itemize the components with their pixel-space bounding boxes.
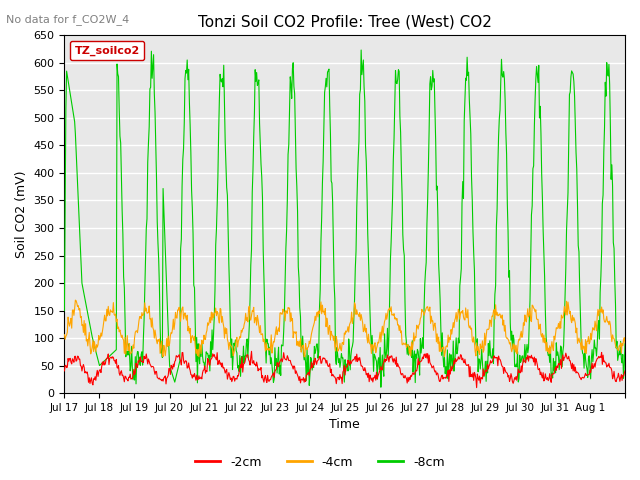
- Y-axis label: Soil CO2 (mV): Soil CO2 (mV): [15, 170, 28, 258]
- Legend: TZ_soilco2: TZ_soilco2: [70, 41, 144, 60]
- Text: No data for f_CO2W_4: No data for f_CO2W_4: [6, 14, 130, 25]
- Title: Tonzi Soil CO2 Profile: Tree (West) CO2: Tonzi Soil CO2 Profile: Tree (West) CO2: [198, 15, 492, 30]
- X-axis label: Time: Time: [330, 419, 360, 432]
- Legend: -2cm, -4cm, -8cm: -2cm, -4cm, -8cm: [190, 451, 450, 474]
